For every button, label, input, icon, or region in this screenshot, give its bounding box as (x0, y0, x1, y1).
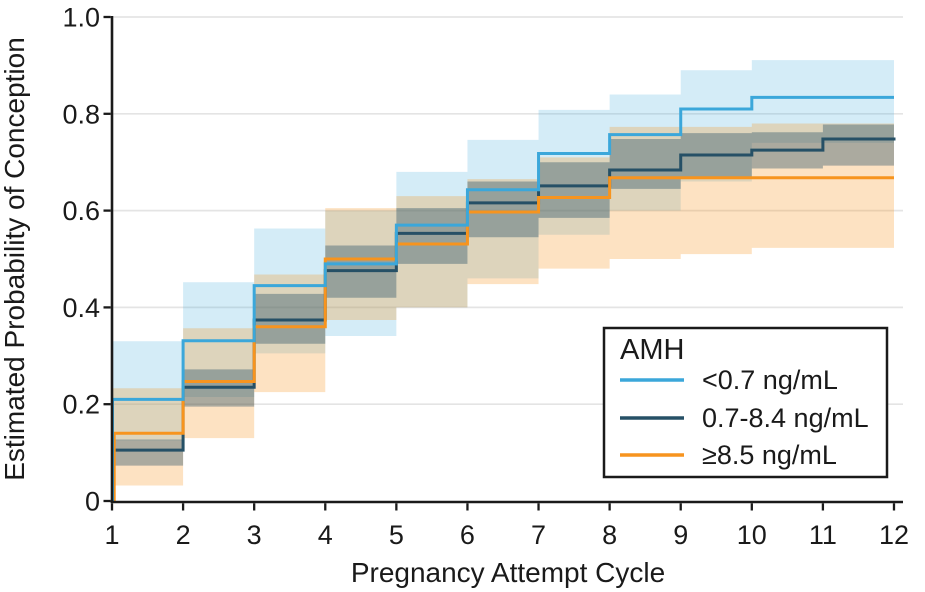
tick-labels: 00.20.40.60.81.01 2 3 4 5 6 7 8 9 10 11 12 (62, 3, 909, 551)
x-tick-label: 9 (673, 520, 688, 550)
x-tick-label: 10 (737, 520, 767, 550)
legend-label-lt07: <0.7 ng/mL (702, 365, 838, 395)
y-tick-label: 0.8 (62, 99, 100, 129)
axes (103, 15, 903, 511)
x-tick-label: 2 (176, 520, 191, 550)
series-line-2 (112, 176, 894, 501)
y-axis-title: Estimated Probability of Conception (0, 37, 30, 481)
y-tick-label: 1.0 (62, 3, 100, 33)
x-tick-label: 8 (602, 520, 617, 550)
x-tick-label: 7 (531, 520, 546, 550)
x-tick-label: 5 (389, 520, 404, 550)
x-tick-label: 11 (809, 520, 837, 550)
y-tick-label: 0.2 (62, 390, 100, 420)
y-tick-label: 0 (85, 487, 100, 517)
series-line-0 (111, 95, 894, 501)
x-tick-label: 3 (247, 520, 262, 550)
ci-band-1 (112, 124, 894, 466)
legend-label-mid: 0.7-8.4 ng/mL (702, 403, 869, 433)
x-tick-label: 1 (104, 520, 119, 550)
series-lines (111, 95, 896, 501)
y-tick-label: 0.4 (62, 293, 100, 323)
series-line-1 (111, 137, 896, 501)
x-tick-label: 6 (460, 520, 475, 550)
y-tick-label: 0.6 (62, 196, 100, 226)
x-axis-title: Pregnancy Attempt Cycle (351, 557, 665, 588)
legend-title: AMH (620, 334, 684, 366)
ci-band-2 (112, 123, 894, 486)
x-tick-label: 12 (879, 520, 909, 550)
legend-label-ge85: ≥8.5 ng/mL (702, 440, 837, 470)
legend-box (602, 326, 889, 479)
x-tick-label: 4 (318, 520, 333, 550)
legend: AMH <0.7 ng/mL 0.7-8.4 ng/mL ≥8.5 ng/mL (602, 326, 889, 479)
